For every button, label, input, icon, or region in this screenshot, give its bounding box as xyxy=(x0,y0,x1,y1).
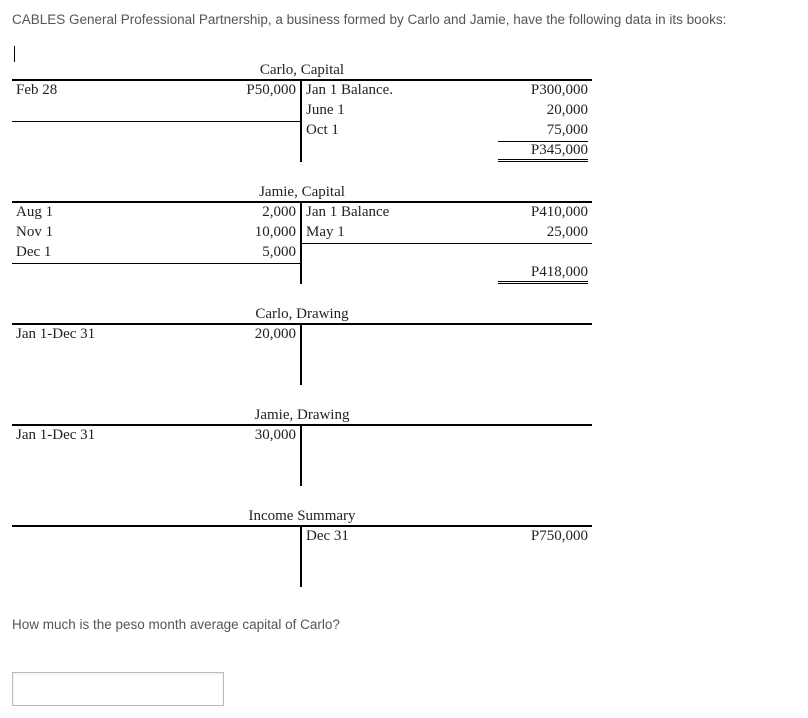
credit-amount: P300,000 xyxy=(531,82,588,99)
debit-amount: 2,000 xyxy=(262,204,296,221)
credit-row: Jan 1 Balance. P300,000 xyxy=(302,80,592,101)
debit-row xyxy=(12,121,300,142)
credit-total-row: P418,000 xyxy=(302,264,592,284)
credit-row xyxy=(302,324,592,345)
credit-date: Oct 1 xyxy=(306,122,339,139)
debit-date: Feb 28 xyxy=(16,82,57,99)
debit-date: Aug 1 xyxy=(16,204,53,221)
debit-row: Jan 1-Dec 31 20,000 xyxy=(12,324,300,345)
credit-amount: 75,000 xyxy=(547,122,588,139)
credit-total: P345,000 xyxy=(498,141,588,162)
credit-date: May 1 xyxy=(306,224,345,241)
text-cursor xyxy=(12,45,796,62)
debit-amount: 5,000 xyxy=(262,244,296,261)
account-title: Income Summary xyxy=(12,508,592,526)
debit-date: Dec 1 xyxy=(16,244,51,261)
debit-row: Jan 1-Dec 31 30,000 xyxy=(12,425,300,446)
credit-date: Dec 31 xyxy=(306,528,349,545)
account-title: Carlo, Drawing xyxy=(12,306,592,324)
debit-amount: P50,000 xyxy=(246,82,296,99)
credit-date: June 1 xyxy=(306,102,345,119)
credit-total-row: P345,000 xyxy=(302,141,592,162)
credit-row: May 1 25,000 xyxy=(302,223,592,243)
debit-row: Aug 1 2,000 xyxy=(12,202,300,223)
t-account-jamie-capital: Jamie, Capital Aug 1 2,000 Nov 1 10,000 … xyxy=(12,184,592,284)
credit-row xyxy=(302,243,592,264)
account-title: Carlo, Capital xyxy=(12,62,592,80)
credit-row: Jan 1 Balance P410,000 xyxy=(302,202,592,223)
debit-row: Feb 28 P50,000 xyxy=(12,80,300,101)
t-account-jamie-drawing: Jamie, Drawing Jan 1-Dec 31 30,000 xyxy=(12,407,592,486)
debit-amount: 20,000 xyxy=(255,326,296,343)
credit-row: June 1 20,000 xyxy=(302,101,592,121)
debit-row xyxy=(12,526,300,547)
credit-date: Jan 1 Balance. xyxy=(306,82,393,99)
debit-date: Nov 1 xyxy=(16,224,53,241)
debit-amount: 30,000 xyxy=(255,427,296,444)
credit-row xyxy=(302,425,592,446)
debit-row: Nov 1 10,000 xyxy=(12,223,300,243)
credit-amount: 25,000 xyxy=(547,224,588,241)
debit-row xyxy=(12,101,300,121)
account-title: Jamie, Drawing xyxy=(12,407,592,425)
t-account-carlo-drawing: Carlo, Drawing Jan 1-Dec 31 20,000 xyxy=(12,306,592,385)
credit-amount: P410,000 xyxy=(531,204,588,221)
t-account-carlo-capital: Carlo, Capital Feb 28 P50,000 Jan 1 Bala… xyxy=(12,62,592,162)
debit-date: Jan 1-Dec 31 xyxy=(16,326,95,343)
t-account-income-summary: Income Summary Dec 31 P750,000 xyxy=(12,508,592,587)
credit-total: P418,000 xyxy=(498,264,588,284)
debit-date: Jan 1-Dec 31 xyxy=(16,427,95,444)
debit-amount: 10,000 xyxy=(255,224,296,241)
intro-text: CABLES General Professional Partnership,… xyxy=(12,12,796,27)
credit-row: Oct 1 75,000 xyxy=(302,121,592,141)
account-title: Jamie, Capital xyxy=(12,184,592,202)
debit-row: Dec 1 5,000 xyxy=(12,243,300,263)
credit-amount: P750,000 xyxy=(531,528,588,545)
credit-amount: 20,000 xyxy=(547,102,588,119)
credit-row: Dec 31 P750,000 xyxy=(302,526,592,547)
credit-date: Jan 1 Balance xyxy=(306,204,389,221)
answer-input[interactable] xyxy=(12,672,224,706)
question-text: How much is the peso month average capit… xyxy=(12,617,796,632)
debit-row xyxy=(12,263,300,284)
